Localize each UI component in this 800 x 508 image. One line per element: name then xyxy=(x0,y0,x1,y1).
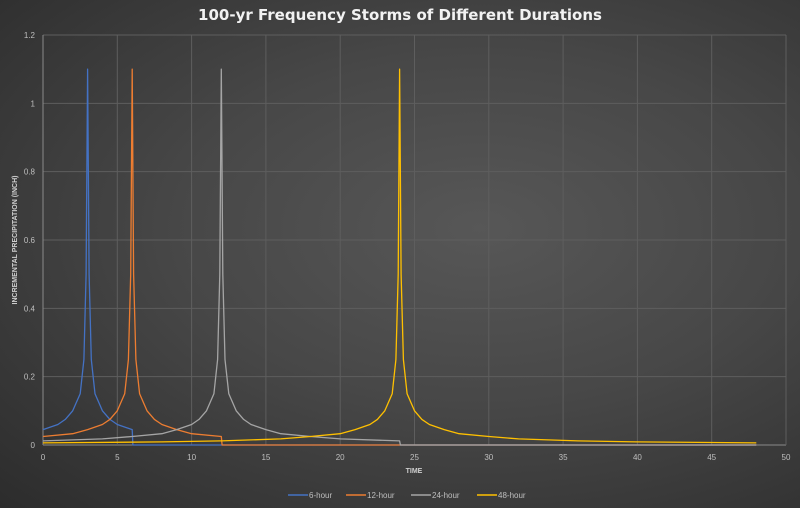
y-tick-label: 0 xyxy=(31,441,36,450)
series-12-hour-line xyxy=(42,68,757,446)
chart-title: 100-yr Frequency Storms of Different Dur… xyxy=(198,6,602,24)
legend-label-24-hour: 24-hour xyxy=(432,491,460,500)
y-axis-label: INCREMENTAL PRECIPITATION (INCH) xyxy=(12,176,19,305)
x-axis-label: TIME xyxy=(406,468,423,475)
legend-label-12-hour: 12-hour xyxy=(367,491,395,500)
legend-label-6-hour: 6-hour xyxy=(309,491,332,500)
x-tick-label: 15 xyxy=(261,453,270,462)
x-tick-label: 25 xyxy=(410,453,419,462)
x-tick-label: 40 xyxy=(633,453,642,462)
x-tick-label: 45 xyxy=(707,453,716,462)
tick-labels: 0 0.2 0.4 0.6 0.8 1 1.2 0 5 10 15 20 25 30 35 40 45 50 xyxy=(24,31,791,462)
series-lines xyxy=(42,68,757,446)
x-tick-label: 50 xyxy=(782,453,791,462)
x-tick-label: 20 xyxy=(336,453,345,462)
legend: 6-hour 12-hour 24-hour 48-hour xyxy=(288,491,526,500)
x-tick-label: 5 xyxy=(115,453,120,462)
x-tick-label: 0 xyxy=(41,453,46,462)
gridlines xyxy=(42,34,787,446)
y-tick-label: 0.4 xyxy=(24,304,36,313)
x-tick-label: 30 xyxy=(484,453,493,462)
series-48-hour-line xyxy=(42,68,757,444)
legend-label-48-hour: 48-hour xyxy=(498,491,526,500)
y-tick-label: 1.2 xyxy=(24,31,36,40)
y-tick-label: 1 xyxy=(31,99,36,108)
y-tick-label: 0.6 xyxy=(24,236,36,245)
y-tick-label: 0.8 xyxy=(24,168,36,177)
y-tick-label: 0.2 xyxy=(24,373,36,382)
series-6-hour-line xyxy=(42,68,757,446)
x-tick-label: 35 xyxy=(559,453,568,462)
x-tick-label: 10 xyxy=(187,453,196,462)
